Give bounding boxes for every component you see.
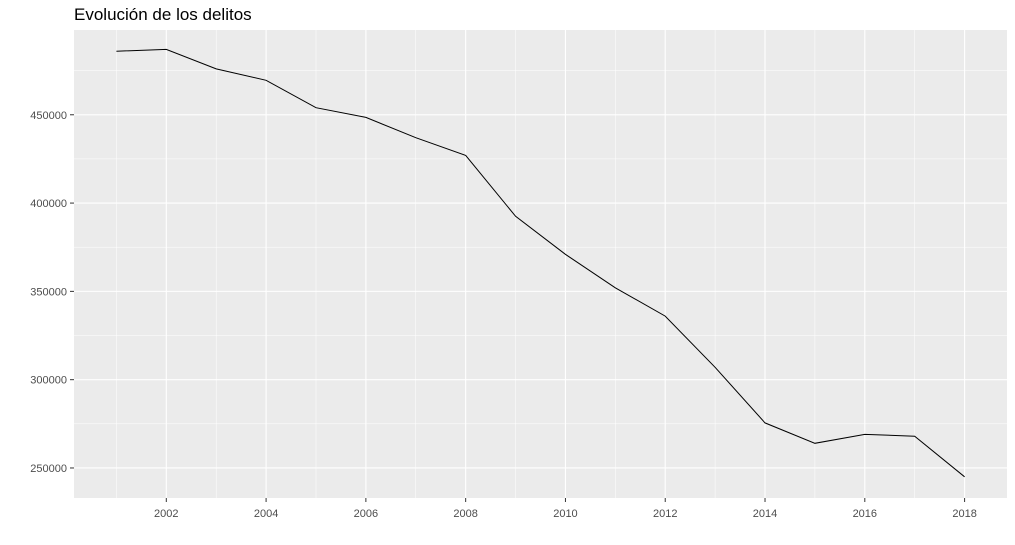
series-line <box>116 48 965 478</box>
x-tick-label: 2010 <box>553 508 577 520</box>
y-tick-label: 400000 <box>30 198 67 210</box>
y-tick-label: 300000 <box>30 375 67 387</box>
chart-title: Evolución de los delitos <box>74 5 252 24</box>
y-tick-label: 350000 <box>30 286 67 298</box>
major-gridlines <box>74 30 1007 498</box>
x-tick-label: 2002 <box>154 508 178 520</box>
x-axis: 2002 2004 2006 2008 2010 2012 2014 2016 2018 <box>154 498 977 520</box>
y-tick-label: 450000 <box>30 110 67 122</box>
x-tick-label: 2012 <box>653 508 677 520</box>
x-tick-label: 2016 <box>853 508 877 520</box>
y-tick-label: 250000 <box>30 463 67 475</box>
x-tick-label: 2018 <box>952 508 976 520</box>
minor-gridlines <box>74 30 1007 498</box>
y-axis: 250000 300000 350000 400000 450000 <box>30 110 74 475</box>
plot-panel <box>74 30 1007 498</box>
x-tick-label: 2004 <box>254 508 278 520</box>
x-tick-label: 2008 <box>453 508 477 520</box>
x-tick-label: 2014 <box>753 508 777 520</box>
x-tick-label: 2006 <box>354 508 378 520</box>
